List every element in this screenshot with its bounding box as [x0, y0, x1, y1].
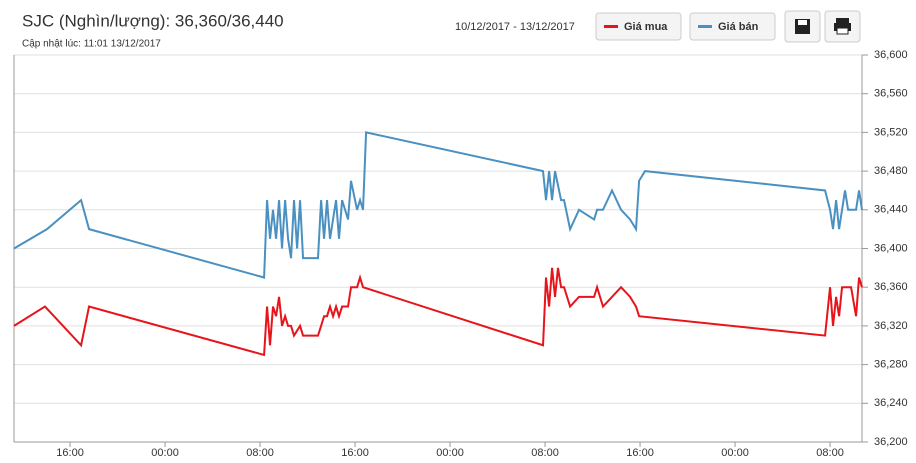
y-tick-label: 36,280 — [874, 359, 908, 371]
x-tick-label: 16:00 — [341, 447, 369, 459]
x-tick-label: 00:00 — [721, 447, 749, 459]
x-tick-label: 08:00 — [531, 447, 559, 459]
x-tick-label: 00:00 — [436, 447, 464, 459]
y-tick-label: 36,600 — [874, 49, 908, 61]
y-tick-label: 36,200 — [874, 436, 908, 448]
print-icon — [836, 18, 849, 23]
save-button[interactable] — [784, 10, 821, 43]
legend-label: Giá mua — [624, 21, 668, 33]
legend-button — [689, 12, 776, 41]
x-tick-label: 08:00 — [246, 447, 274, 459]
x-tick-label: 08:00 — [816, 447, 844, 459]
y-tick-label: 36,480 — [874, 165, 908, 177]
legend-swatch — [698, 25, 712, 28]
y-tick-label: 36,440 — [874, 204, 908, 216]
legend-swatch — [604, 25, 618, 28]
chart-title: SJC (Nghìn/lượng): 36,360/36,440 — [22, 11, 284, 30]
legend-label: Giá bán — [718, 21, 759, 33]
y-tick-label: 36,560 — [874, 88, 908, 100]
x-tick-label: 16:00 — [56, 447, 84, 459]
y-tick-label: 36,240 — [874, 397, 908, 409]
price-line — [13, 267, 863, 357]
print-button[interactable] — [824, 10, 861, 43]
date-range: 10/12/2017 - 13/12/2017 — [455, 21, 575, 33]
legend-item[interactable]: Giá mua — [595, 12, 682, 41]
y-tick-label: 36,320 — [874, 320, 908, 332]
y-tick-label: 36,360 — [874, 281, 908, 293]
save-icon-detail — [798, 20, 807, 25]
y-tick-label: 36,400 — [874, 242, 908, 254]
x-tick-label: 16:00 — [626, 447, 654, 459]
print-icon — [834, 23, 851, 31]
chart-subtitle: Cập nhật lúc: 11:01 13/12/2017 — [22, 39, 161, 50]
price-line — [13, 131, 863, 279]
legend-item[interactable]: Giá bán — [689, 12, 776, 41]
legend-button — [595, 12, 682, 41]
y-tick-label: 36,520 — [874, 126, 908, 138]
print-icon — [836, 27, 849, 35]
x-tick-label: 00:00 — [151, 447, 179, 459]
